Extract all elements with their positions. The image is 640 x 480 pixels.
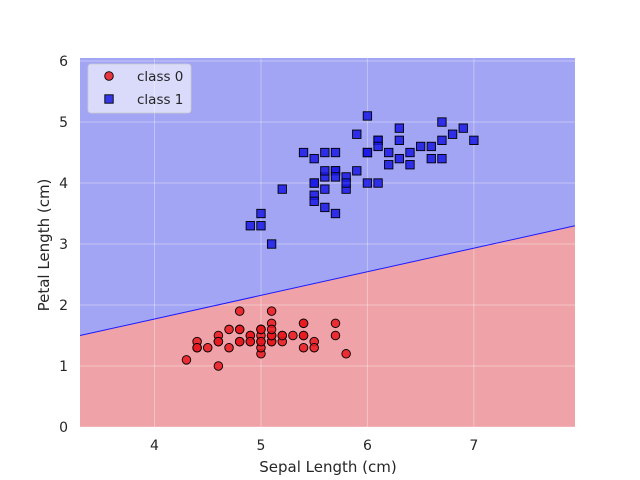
data-point [320, 202, 330, 213]
data-point [256, 221, 266, 231]
data-point [394, 135, 405, 145]
data-point [405, 147, 415, 158]
data-point [320, 147, 330, 158]
data-point [437, 117, 447, 127]
data-point [458, 123, 468, 133]
data-point [234, 324, 245, 335]
legend-marker [104, 94, 114, 104]
data-point [266, 306, 277, 316]
data-point [352, 129, 362, 139]
data-point [224, 342, 234, 353]
data-point [384, 147, 394, 158]
grid-lines [80, 58, 575, 428]
data-point [245, 221, 255, 231]
data-point [320, 184, 330, 194]
data-point [181, 355, 192, 365]
data-point [330, 172, 341, 182]
data-point [309, 178, 319, 188]
data-point [234, 336, 245, 347]
data-point [309, 196, 319, 206]
region-class-0 [80, 225, 575, 427]
data-point [266, 239, 277, 249]
data-point [266, 324, 277, 335]
x-tick-label: 5 [257, 438, 266, 454]
data-point [405, 160, 415, 170]
series-class-1 [245, 111, 479, 249]
data-point [362, 111, 373, 121]
data-point [437, 153, 447, 164]
x-tick-label: 7 [469, 438, 478, 454]
y-tick-label: 4 [59, 176, 68, 192]
boundary-line [79, 225, 576, 337]
data-point [320, 166, 330, 176]
y-tick-label: 1 [59, 359, 68, 375]
data-point [256, 336, 266, 347]
data-point [298, 147, 309, 158]
data-point [384, 160, 394, 170]
data-point [394, 153, 405, 164]
data-point [330, 318, 341, 329]
data-point [469, 135, 479, 145]
data-point [330, 147, 341, 158]
data-point [213, 336, 224, 347]
data-point [309, 342, 319, 353]
scatter-points [181, 111, 479, 371]
data-point [224, 324, 234, 335]
data-point [256, 324, 266, 335]
data-point [309, 153, 319, 164]
decision-regions [80, 58, 575, 427]
decision-boundary [79, 225, 576, 337]
x-axis-label: Sepal Length (cm) [259, 458, 396, 476]
legend-label: class 1 [137, 92, 183, 108]
y-tick-labels: 0 1 2 3 4 5 6 [59, 54, 68, 436]
data-point [426, 153, 436, 164]
data-point [373, 178, 383, 188]
data-point [202, 342, 213, 353]
data-point [288, 330, 298, 341]
y-tick-label: 0 [59, 420, 68, 436]
data-point [341, 349, 351, 359]
data-point [213, 361, 224, 371]
data-point [352, 166, 362, 176]
data-point [437, 135, 447, 145]
data-point [373, 141, 383, 152]
data-point [256, 208, 266, 219]
data-point [362, 178, 373, 188]
data-point [234, 306, 245, 316]
y-tick-label: 3 [59, 237, 68, 253]
data-point [277, 184, 287, 194]
y-tick-label: 2 [59, 298, 68, 314]
legend-label: class 0 [137, 69, 183, 85]
data-point [298, 318, 309, 329]
x-tick-label: 4 [150, 438, 159, 454]
region-class-1 [80, 58, 575, 336]
data-point [415, 141, 426, 152]
data-point [245, 336, 256, 347]
data-point [426, 141, 436, 152]
series-class-0 [181, 306, 351, 371]
data-point [447, 129, 458, 139]
data-point [362, 147, 373, 158]
data-point [330, 208, 341, 219]
data-point [277, 330, 288, 341]
data-point [330, 330, 341, 341]
data-point [341, 178, 351, 188]
y-tick-label: 6 [59, 54, 68, 70]
data-point [394, 123, 405, 133]
data-point [192, 342, 202, 353]
data-point [298, 342, 309, 353]
data-point [298, 330, 309, 341]
y-tick-label: 5 [59, 115, 68, 131]
legend-box [87, 63, 192, 114]
y-axis-label: Petal Length (cm) [35, 179, 53, 312]
x-tick-label: 6 [363, 438, 372, 454]
legend-marker [104, 71, 114, 81]
x-tick-labels: 4 5 6 7 [150, 438, 478, 454]
legend: class 0 class 1 [87, 63, 192, 114]
